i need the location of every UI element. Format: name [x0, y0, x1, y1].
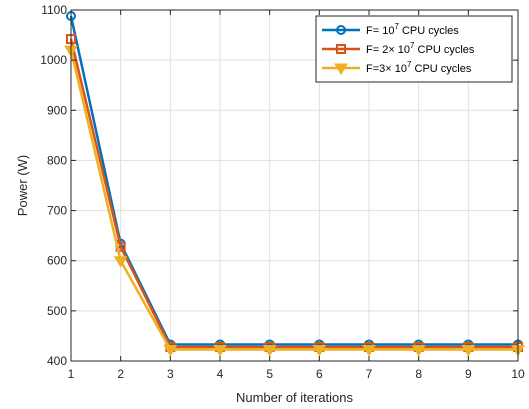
data-point	[411, 344, 426, 357]
x-tick-label: 3	[167, 367, 174, 381]
legend-label: F= 107 CPU cycles	[366, 22, 459, 37]
legend-label: F= 2× 107 CPU cycles	[366, 41, 475, 56]
data-point	[163, 344, 178, 357]
y-axis-label: Power (W)	[15, 155, 30, 216]
y-tick-label: 700	[47, 204, 67, 218]
y-tick-label: 400	[47, 354, 67, 368]
data-point	[213, 344, 227, 357]
y-tick-label: 800	[47, 153, 67, 167]
data-point	[312, 344, 327, 357]
x-tick-label: 2	[117, 367, 124, 381]
y-tick-label: 600	[47, 254, 67, 268]
x-axis-label: Number of iterations	[236, 390, 354, 405]
y-tick-label: 500	[47, 304, 67, 318]
legend-marker	[336, 25, 346, 35]
x-tick-label: 4	[217, 367, 224, 381]
x-tick-label: 9	[465, 367, 472, 381]
x-tick-label: 7	[366, 367, 373, 381]
plot-frame	[70, 9, 519, 362]
x-tick-label: 5	[266, 367, 273, 381]
y-tick-label: 900	[47, 103, 67, 117]
x-tick-label: 1	[68, 367, 75, 381]
y-tick-label: 1000	[40, 53, 67, 67]
legend: F= 107 CPU cycles F= 2× 107 CPU cycles F=3…	[315, 15, 513, 83]
x-tick-label: 6	[316, 367, 323, 381]
legend-label: F=3× 107 CPU cycles	[366, 60, 472, 75]
ticks-group: 1 2 3 4 5 6 7 8 9 10 400 500 600 700 800 900 1000 1100	[40, 3, 525, 381]
legend-entry: F= 2× 107 CPU cycles	[322, 41, 475, 56]
legend-entry: F= 107 CPU cycles	[322, 22, 459, 37]
data-point	[461, 344, 476, 357]
series-3	[64, 45, 525, 357]
legend-marker	[334, 63, 348, 75]
legend-marker	[336, 44, 346, 54]
data-point	[262, 344, 277, 357]
x-tick-label: 10	[511, 367, 525, 381]
x-tick-label: 8	[415, 367, 422, 381]
legend-entry: F=3× 107 CPU cycles	[322, 60, 472, 75]
series-line	[69, 49, 518, 351]
y-tick-label: 1100	[41, 3, 67, 17]
data-point	[113, 256, 128, 268]
data-point	[362, 344, 376, 357]
series-line	[69, 38, 518, 349]
